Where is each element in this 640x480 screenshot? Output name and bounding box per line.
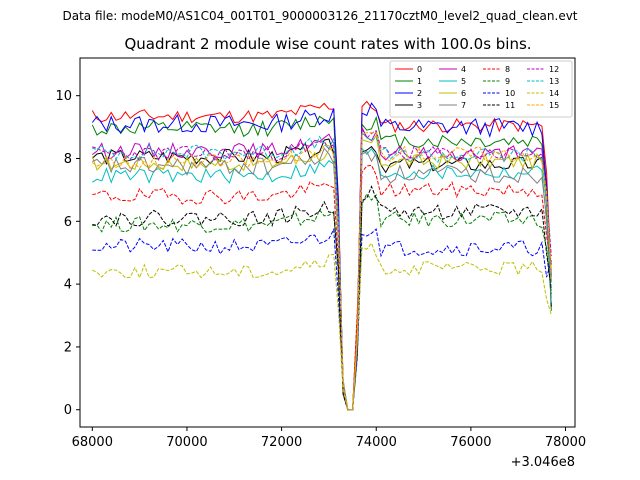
series-line-1 [91,115,552,411]
y-tick-label: 4 [64,278,72,293]
legend-label-14: 14 [549,89,559,98]
legend-label-10: 10 [505,89,515,98]
x-tick-label: 76000 [450,435,491,450]
legend-label-11: 11 [505,101,515,110]
series-line-5 [92,147,552,411]
legend-label-15: 15 [549,101,559,110]
legend-label-7: 7 [461,101,466,110]
legend-label-5: 5 [461,77,466,86]
series-line-2 [91,102,552,411]
legend-label-9: 9 [505,77,510,86]
series-line-14 [92,242,552,411]
series-line-4 [91,127,552,411]
series-line-0 [91,100,552,411]
chart-title: Quadrant 2 module wise count rates with … [124,35,531,53]
legend-label-4: 4 [461,65,466,74]
series-line-9 [92,192,552,411]
legend-label-6: 6 [461,89,466,98]
series-line-15 [92,131,552,411]
legend-label-3: 3 [417,101,422,110]
x-tick-label: 72000 [261,435,302,450]
x-tick-label: 78000 [545,435,586,450]
series-line-13 [92,131,552,411]
y-tick-label: 6 [64,215,72,230]
series-line-10 [92,227,552,411]
legend-label-12: 12 [549,65,559,74]
suptitle: Data file: modeM0/AS1C04_001T01_90000031… [62,9,577,23]
y-tick-label: 2 [64,340,72,355]
legend-label-1: 1 [417,77,422,86]
axes-frame [79,57,576,428]
legend-label-2: 2 [417,89,422,98]
series-line-11 [92,185,552,411]
series-line-7 [92,147,552,411]
y-tick-label: 8 [64,152,72,167]
y-tick-label: 10 [55,89,72,104]
x-tick-label: 68000 [72,435,113,450]
legend-label-8: 8 [505,65,510,74]
x-tick-label: 70000 [166,435,207,450]
y-tick-label: 0 [64,403,72,418]
x-tick-label: 74000 [356,435,397,450]
legend-box [389,60,573,118]
series-line-8 [92,164,552,411]
legend-label-0: 0 [417,65,422,74]
series-layer [91,100,552,411]
x-offset-label: +3.046e8 [511,455,575,470]
legend-label-13: 13 [549,77,559,86]
